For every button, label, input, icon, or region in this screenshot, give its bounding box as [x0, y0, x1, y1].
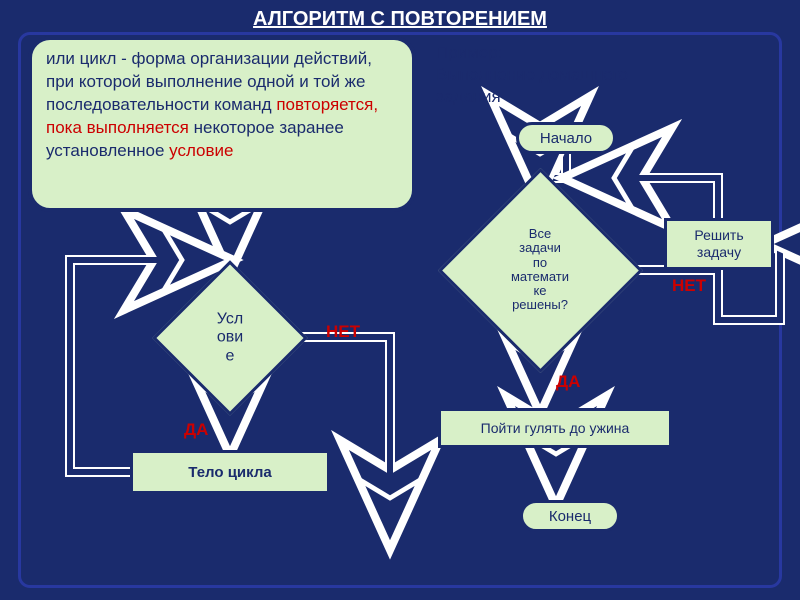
- example-line-3: задания: [436, 86, 628, 108]
- right-solve-rect: Решить задачу: [664, 218, 774, 270]
- def-red-2: условие: [169, 141, 233, 160]
- left-yes-label: ДА: [184, 420, 208, 440]
- definition-box: или цикл - форма организации действий, п…: [28, 36, 416, 212]
- right-walk-rect: Пойти гулять до ужина: [438, 408, 672, 448]
- right-walk-text: Пойти гулять до ужина: [481, 420, 630, 436]
- left-no-label: НЕТ: [326, 322, 360, 342]
- right-no-label: НЕТ: [672, 276, 706, 296]
- right-end-text: Конец: [549, 508, 591, 525]
- right-yes-label: ДА: [556, 372, 580, 392]
- right-end-terminator: Конец: [520, 500, 620, 532]
- right-start-text: Начало: [540, 130, 592, 147]
- example-header: Пример: Выполнение домашнего задания: [436, 42, 628, 108]
- left-condition-text: Усл ови е: [217, 310, 243, 365]
- left-body-text: Тело цикла: [188, 464, 271, 481]
- page-title: АЛГОРИТМ С ПОВТОРЕНИЕМ: [253, 8, 547, 31]
- right-solve-text: Решить задачу: [694, 227, 743, 261]
- example-line-2: Выполнение домашнего: [436, 64, 628, 86]
- right-start-terminator: Начало: [516, 122, 616, 154]
- example-line-1: Пример:: [436, 42, 628, 64]
- left-body-rect: Тело цикла: [130, 450, 330, 494]
- right-decision-text: Все задачи по математи ке решены?: [511, 227, 569, 313]
